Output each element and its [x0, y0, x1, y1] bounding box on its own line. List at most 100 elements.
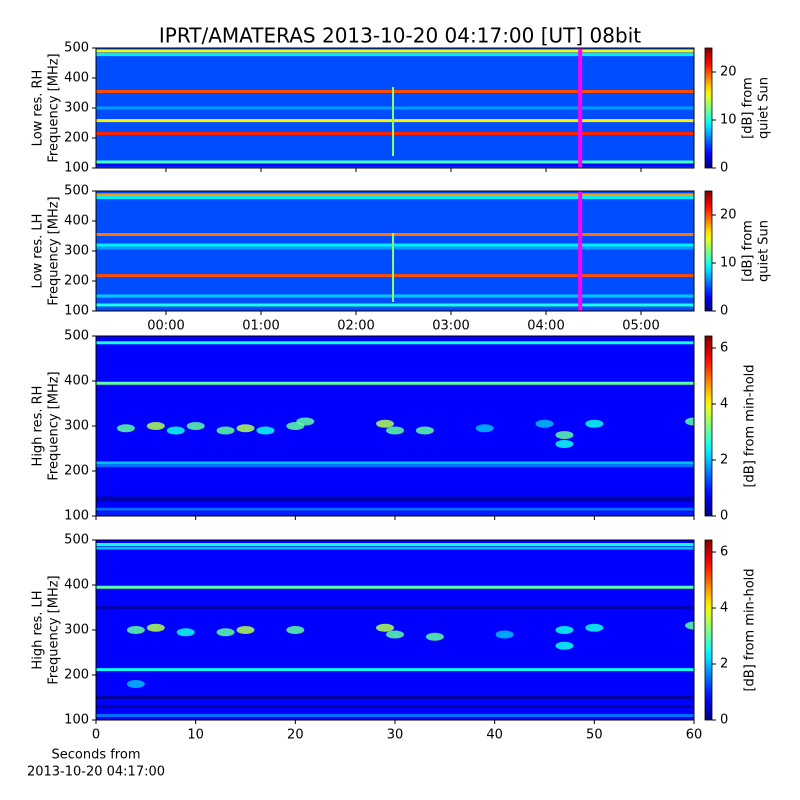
colorbar-tick-label: 20: [720, 208, 737, 223]
x-tick-label: 60: [686, 728, 703, 743]
y-axis-label: Low res. RH: [31, 70, 46, 147]
y-tick-label: 300: [64, 419, 89, 434]
emission: [236, 424, 255, 433]
colorbar-label: [dB] from: [741, 220, 756, 282]
band: [96, 119, 694, 123]
emission: [386, 630, 404, 639]
colorbar-tick-label: 2: [720, 657, 728, 672]
y-tick-label: 100: [64, 713, 89, 728]
plot-area: [96, 48, 694, 168]
band: [96, 243, 694, 247]
emission: [555, 431, 574, 439]
colorbar-tick-label: 0: [720, 713, 728, 728]
colorbar: [704, 539, 713, 721]
y-axis-label: High res. LH: [31, 590, 46, 669]
band: [96, 543, 694, 546]
emission: [555, 641, 574, 650]
y-tick-label: 400: [64, 578, 89, 593]
plot-area: [96, 191, 694, 311]
band: [96, 496, 694, 500]
x-tick-label: 02:00: [337, 319, 374, 334]
y-axis-label: High res. RH: [31, 386, 46, 467]
x-tick-label: 04:00: [527, 319, 564, 334]
emission: [425, 632, 444, 641]
emission: [585, 623, 604, 632]
emission: [555, 626, 574, 634]
band: [96, 274, 694, 278]
y-tick-label: 200: [64, 274, 89, 289]
band: [96, 546, 694, 550]
colorbar: [704, 335, 713, 517]
colorbar-tick-label: 6: [720, 341, 728, 356]
emission: [176, 628, 195, 637]
y-tick-label: 100: [64, 161, 89, 176]
y-tick-label: 500: [64, 184, 89, 199]
y-tick-label: 400: [64, 374, 89, 389]
x-tick-label: 30: [387, 728, 404, 743]
band: [96, 303, 694, 307]
time-cursor: [578, 191, 583, 311]
emission: [216, 628, 235, 637]
y-axis-label: Frequency [MHz]: [47, 196, 62, 305]
band: [96, 233, 694, 236]
background: [96, 336, 694, 516]
colorbar-tick-label: 10: [720, 256, 737, 271]
band: [96, 498, 694, 502]
colorbar-tick-label: 2: [720, 453, 728, 468]
band: [96, 464, 694, 468]
band: [96, 163, 694, 167]
plot-area: [96, 336, 694, 516]
band: [96, 196, 694, 200]
x-tick-label: 40: [486, 728, 503, 743]
emission: [296, 417, 315, 426]
emission: [376, 419, 395, 428]
y-axis-label: Frequency [MHz]: [47, 371, 62, 480]
colorbar-label: quiet Sun: [757, 77, 772, 139]
band: [96, 132, 694, 135]
emission: [216, 426, 235, 435]
emission: [126, 626, 145, 634]
colorbar: [704, 47, 713, 169]
emission: [116, 424, 135, 433]
band: [96, 696, 694, 699]
y-tick-label: 400: [64, 71, 89, 86]
band: [96, 714, 694, 717]
y-tick-label: 200: [64, 464, 89, 479]
band: [96, 246, 694, 250]
colorbar-label: [dB] from min-hold: [743, 568, 758, 691]
band: [96, 90, 694, 93]
colorbar-tick-label: 20: [720, 65, 737, 80]
band: [96, 461, 694, 465]
x-tick-label: 50: [586, 728, 603, 743]
y-axis-label: Frequency [MHz]: [47, 575, 62, 684]
band: [96, 507, 694, 511]
colorbar-tick-label: 6: [720, 545, 728, 560]
band: [96, 160, 694, 164]
time-cursor: [578, 48, 583, 168]
y-tick-label: 100: [64, 304, 89, 319]
colorbar-tick-label: 0: [720, 304, 728, 319]
band: [96, 53, 694, 57]
band: [96, 49, 694, 53]
x-tick-label: 10: [187, 728, 204, 743]
emission: [535, 419, 554, 428]
plot-area: [96, 540, 694, 720]
emission: [186, 422, 205, 430]
colorbar-label: [dB] from: [741, 77, 756, 139]
emission: [685, 417, 694, 426]
colorbar: [704, 190, 713, 312]
x-tick-label: 01:00: [242, 319, 279, 334]
colorbar-label: quiet Sun: [757, 220, 772, 282]
colorbar-tick-label: 0: [720, 509, 728, 524]
y-tick-label: 500: [64, 533, 89, 548]
x-tick-label: 05:00: [622, 319, 659, 334]
emission: [376, 623, 395, 632]
band: [96, 606, 694, 609]
x-tick-label: 20: [287, 728, 304, 743]
emission: [256, 426, 275, 435]
y-tick-label: 400: [64, 214, 89, 229]
burst: [392, 233, 395, 302]
band: [96, 705, 694, 708]
emission: [685, 621, 694, 630]
